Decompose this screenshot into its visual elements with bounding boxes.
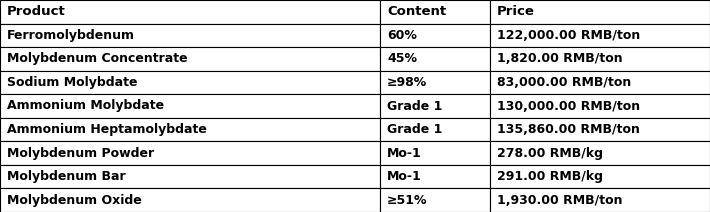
Bar <box>0 71 380 94</box>
Bar <box>380 165 490 188</box>
Bar <box>0 118 380 141</box>
Bar <box>490 71 710 94</box>
Bar <box>380 94 490 118</box>
Text: Mo-1: Mo-1 <box>387 170 422 183</box>
Text: 291.00 RMB/kg: 291.00 RMB/kg <box>497 170 603 183</box>
Text: 60%: 60% <box>387 29 417 42</box>
Bar <box>490 165 710 188</box>
Bar <box>0 24 380 47</box>
Text: 83,000.00 RMB/ton: 83,000.00 RMB/ton <box>497 76 631 89</box>
Bar <box>0 94 380 118</box>
Text: Molybdenum Concentrate: Molybdenum Concentrate <box>7 52 187 65</box>
Bar <box>490 94 710 118</box>
Bar <box>380 0 490 24</box>
Text: 1,820.00 RMB/ton: 1,820.00 RMB/ton <box>497 52 623 65</box>
Bar <box>0 0 380 24</box>
Text: 1,930.00 RMB/ton: 1,930.00 RMB/ton <box>497 194 623 207</box>
Bar <box>490 24 710 47</box>
Text: Ammonium Heptamolybdate: Ammonium Heptamolybdate <box>7 123 207 136</box>
Bar <box>490 188 710 212</box>
Bar <box>490 118 710 141</box>
Bar <box>490 0 710 24</box>
Text: 122,000.00 RMB/ton: 122,000.00 RMB/ton <box>497 29 640 42</box>
Bar <box>380 47 490 71</box>
Bar <box>380 141 490 165</box>
Text: Price: Price <box>497 5 535 18</box>
Text: ≥51%: ≥51% <box>387 194 427 207</box>
Bar <box>490 47 710 71</box>
Text: Ferromolybdenum: Ferromolybdenum <box>7 29 135 42</box>
Text: Molybdenum Bar: Molybdenum Bar <box>7 170 126 183</box>
Text: Product: Product <box>7 5 66 18</box>
Text: Grade 1: Grade 1 <box>387 123 442 136</box>
Bar <box>0 165 380 188</box>
Text: Molybdenum Oxide: Molybdenum Oxide <box>7 194 142 207</box>
Bar <box>490 141 710 165</box>
Text: Grade 1: Grade 1 <box>387 99 442 113</box>
Bar <box>0 141 380 165</box>
Bar <box>380 71 490 94</box>
Text: 278.00 RMB/kg: 278.00 RMB/kg <box>497 147 603 160</box>
Text: 135,860.00 RMB/ton: 135,860.00 RMB/ton <box>497 123 640 136</box>
Bar <box>380 24 490 47</box>
Text: Molybdenum Powder: Molybdenum Powder <box>7 147 154 160</box>
Bar <box>380 118 490 141</box>
Text: Mo-1: Mo-1 <box>387 147 422 160</box>
Text: 45%: 45% <box>387 52 417 65</box>
Text: ≥98%: ≥98% <box>387 76 427 89</box>
Text: Content: Content <box>387 5 446 18</box>
Bar <box>0 47 380 71</box>
Text: Sodium Molybdate: Sodium Molybdate <box>7 76 138 89</box>
Bar <box>0 188 380 212</box>
Bar <box>380 188 490 212</box>
Text: Ammonium Molybdate: Ammonium Molybdate <box>7 99 164 113</box>
Text: 130,000.00 RMB/ton: 130,000.00 RMB/ton <box>497 99 640 113</box>
